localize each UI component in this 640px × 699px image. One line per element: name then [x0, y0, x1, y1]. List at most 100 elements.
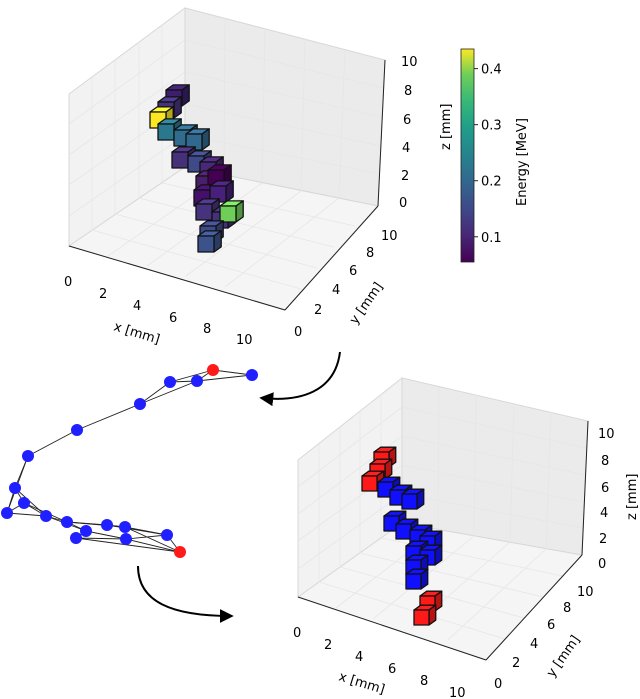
graph-edge — [27, 429, 78, 457]
graph-node — [18, 497, 30, 509]
bottom-y-tick-8: 8 — [563, 601, 571, 616]
graph-node — [246, 369, 258, 381]
graph-edge — [139, 380, 198, 405]
bottom-axes — [297, 420, 589, 661]
arrow-to-graph — [259, 351, 341, 407]
bottom-z-axis-label: z [mm] — [625, 474, 640, 520]
top-y-tick-0: 0 — [294, 325, 302, 340]
colorbar-tick-label: 0.3 — [481, 119, 502, 134]
top-y-tick-10: 10 — [381, 229, 398, 244]
bottom-y-tick-4: 4 — [530, 637, 538, 652]
graph-node — [22, 450, 34, 462]
top-x-tick-8: 8 — [203, 322, 211, 337]
colorbar-gradient — [460, 48, 475, 263]
bottom-z-tick-6: 6 — [601, 481, 609, 496]
top-z-tick-6: 6 — [403, 113, 411, 128]
track-voxel — [405, 568, 429, 590]
top-z-tick-10: 10 — [401, 55, 418, 70]
bottom-z-tick-10: 10 — [598, 427, 615, 442]
bottom-y-tick-6: 6 — [547, 618, 555, 633]
bottom-z-tick-2: 2 — [599, 532, 607, 547]
top-gridlines — [68, 17, 384, 290]
top-y-axis-label: y [mm] — [347, 280, 386, 327]
top-3d-plot: 0 2 4 6 8 10 x [mm] 0 2 4 6 8 10 y [mm] … — [64, 7, 454, 348]
bottom-z-tick-0: 0 — [598, 557, 606, 572]
bottom-x-tick-2: 2 — [324, 638, 332, 653]
bottom-voxels — [361, 446, 443, 626]
graph-node — [1, 507, 13, 519]
graph-node — [40, 510, 52, 522]
bottom-panes — [296, 376, 589, 661]
colorbar-ticks: 0.1 0.2 0.3 0.4 — [474, 63, 502, 246]
top-y-tick-2: 2 — [314, 303, 322, 318]
graph-edge — [85, 530, 127, 540]
graph-node — [9, 482, 21, 494]
graph-endpoint-node — [207, 364, 219, 376]
graph-node — [71, 424, 83, 436]
bottom-x-tick-10: 10 — [449, 686, 466, 699]
top-x-tick-6: 6 — [169, 311, 177, 326]
top-z-tick-0: 0 — [399, 196, 407, 211]
graph-endpoint-node — [174, 546, 186, 558]
bottom-x-tick-0: 0 — [293, 626, 301, 641]
top-y-tick-8: 8 — [366, 246, 374, 261]
bottom-x-tick-6: 6 — [388, 662, 396, 677]
bottom-y-axis-label: y [mm] — [544, 633, 583, 680]
graph-edge — [6, 512, 47, 517]
top-x-tick-4: 4 — [133, 299, 141, 314]
top-x-tick-2: 2 — [99, 287, 107, 302]
graph-edge — [125, 538, 181, 553]
top-voxel — [185, 128, 210, 151]
track-voxel — [401, 488, 425, 510]
graph-node — [120, 533, 132, 545]
track-graph — [1, 364, 258, 558]
graph-node — [61, 516, 73, 528]
graph-edge — [124, 526, 181, 553]
top-x-axis-label: x [mm] — [112, 319, 162, 347]
graph-edge — [14, 487, 47, 517]
graph-edge — [169, 369, 214, 383]
top-x-ticks: 0 2 4 6 8 10 — [64, 275, 253, 348]
graph-edge — [76, 403, 141, 431]
bottom-x-tick-8: 8 — [420, 674, 428, 689]
bottom-y-tick-0: 0 — [494, 677, 502, 692]
bottom-y-tick-10: 10 — [577, 585, 594, 600]
top-z-tick-8: 8 — [404, 84, 412, 99]
colorbar-tick-label: 0.1 — [481, 231, 502, 246]
graph-edge — [75, 537, 181, 553]
top-x-tick-10: 10 — [236, 333, 253, 348]
top-x-tick-0: 0 — [64, 275, 72, 290]
top-voxel — [219, 200, 244, 223]
energy-colorbar: 0.1 0.2 0.3 0.4 Energy [MeV] — [460, 48, 530, 263]
top-z-ticks: 0 2 4 6 8 10 — [399, 55, 418, 211]
bottom-x-ticks: 0 2 4 6 8 10 — [293, 626, 466, 699]
graph-node — [80, 525, 92, 537]
bottom-z-ticks: 0 2 4 6 8 10 — [598, 427, 615, 572]
graph-node — [164, 376, 176, 388]
bottom-3d-plot: 0 2 4 6 8 10 x [mm] 0 2 4 6 8 10 y [mm] … — [293, 376, 640, 699]
top-axes — [68, 59, 386, 311]
graph-node — [101, 519, 113, 531]
graph-edge — [139, 381, 171, 405]
bottom-y-tick-2: 2 — [512, 656, 520, 671]
bottom-y-ticks: 0 2 4 6 8 10 — [494, 585, 594, 692]
arrow-to-segmented — [137, 565, 234, 623]
graph-node — [134, 398, 146, 410]
graph-edge — [125, 534, 168, 540]
top-y-tick-4: 4 — [332, 283, 340, 298]
graph-edge — [106, 524, 168, 536]
top-voxel — [197, 230, 222, 253]
graph-node — [70, 532, 82, 544]
bottom-z-tick-4: 4 — [600, 506, 608, 521]
top-z-axis-label: z [mm] — [439, 104, 454, 150]
colorbar-label: Energy [MeV] — [515, 118, 530, 206]
bottom-x-tick-4: 4 — [355, 650, 363, 665]
colorbar-tick-label: 0.2 — [481, 175, 502, 190]
graph-edge — [196, 374, 253, 382]
graph-node — [161, 529, 173, 541]
top-voxels — [149, 84, 244, 253]
graph-edge — [212, 369, 253, 376]
colorbar-tick-label: 0.4 — [481, 63, 502, 78]
bottom-x-axis-label: x [mm] — [337, 669, 387, 697]
